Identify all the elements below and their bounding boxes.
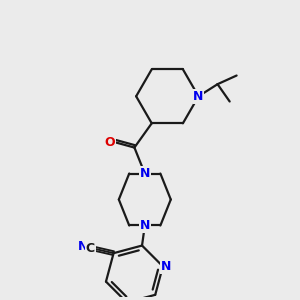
Text: O: O bbox=[105, 136, 116, 149]
Text: N: N bbox=[78, 240, 88, 254]
Text: N: N bbox=[160, 260, 171, 273]
Text: C: C bbox=[86, 242, 95, 255]
Text: N: N bbox=[193, 90, 204, 103]
Text: N: N bbox=[140, 167, 150, 180]
Text: N: N bbox=[140, 219, 150, 232]
